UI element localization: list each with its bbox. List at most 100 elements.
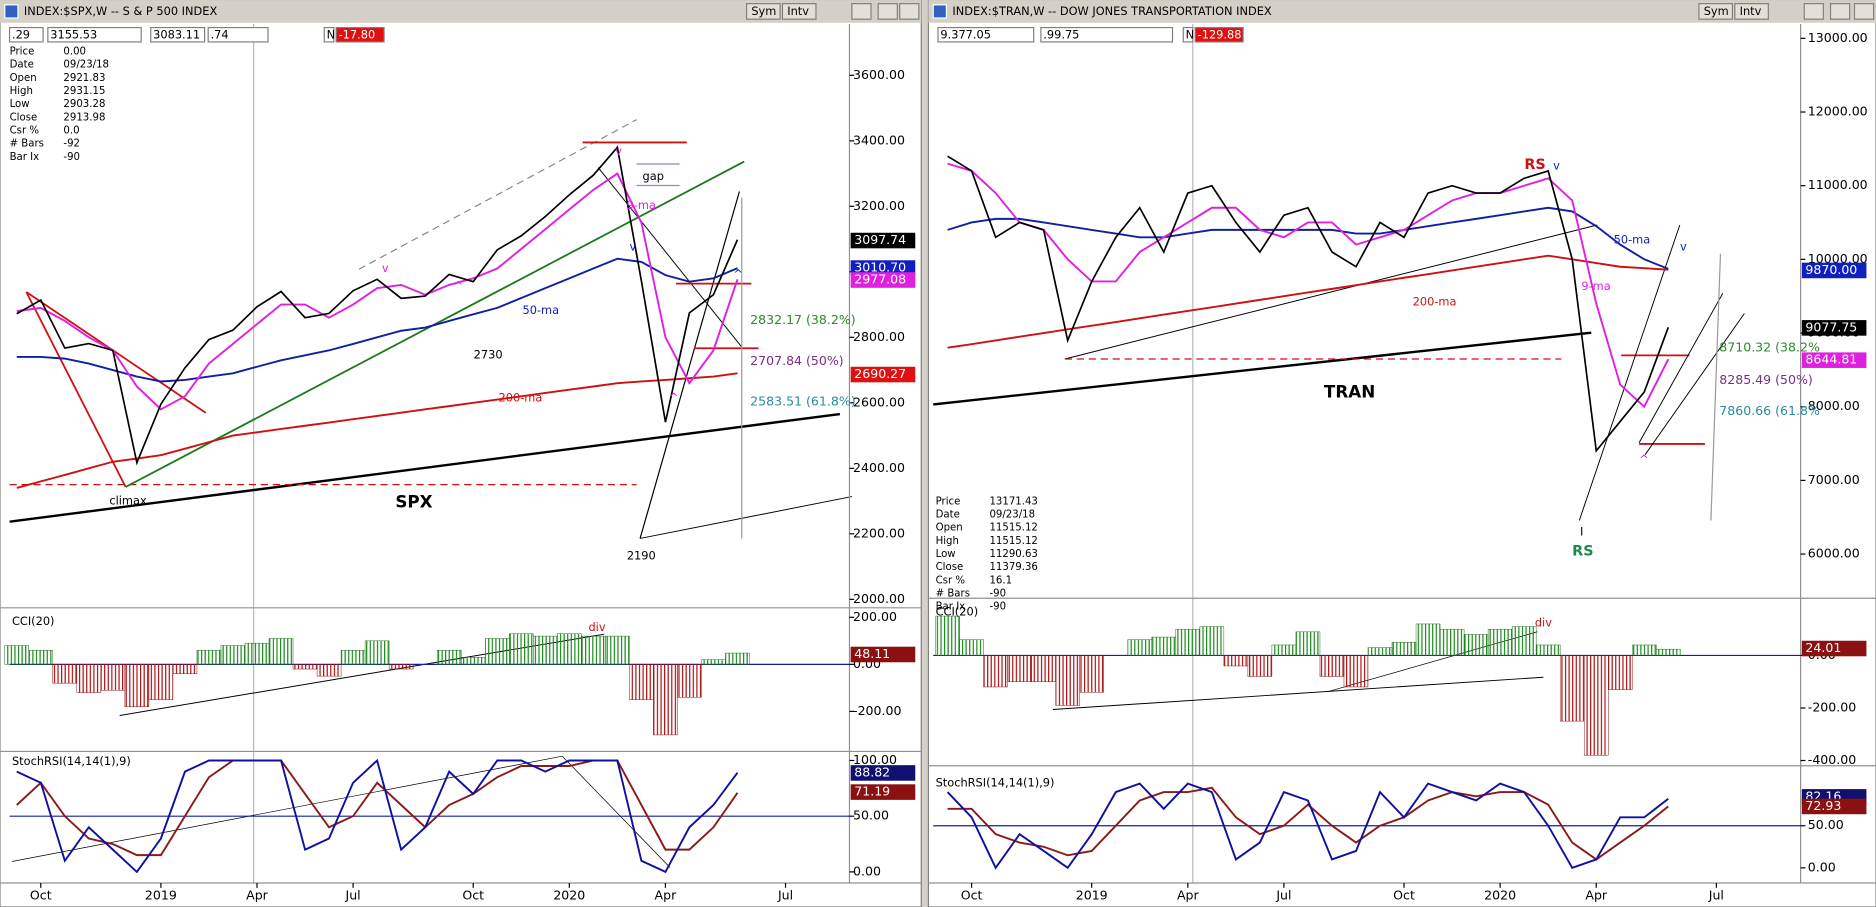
series-line: [947, 162, 1670, 409]
cci-bar: [100, 664, 126, 691]
series-line: [947, 254, 1669, 349]
cci-bar: [629, 664, 654, 700]
info-value: 11379.36: [989, 562, 1037, 573]
y-tick-label: 12000.00: [1808, 104, 1868, 119]
quote-field: [323, 26, 335, 43]
cci-bar: [1223, 655, 1249, 667]
annotation: div: [588, 620, 605, 634]
cci-bar: [244, 642, 270, 665]
info-value: 11290.63: [989, 549, 1037, 560]
x-tick-label: Jul: [777, 888, 793, 903]
y-tick-label: 11000.00: [1808, 177, 1868, 192]
window-button[interactable]: [1853, 3, 1875, 20]
last-value-box: [850, 272, 916, 288]
window-button[interactable]: [899, 3, 920, 20]
last-value-label: 3010.70: [854, 260, 906, 275]
cci-bar: [1151, 636, 1177, 656]
info-label: Price: [936, 496, 961, 507]
y-tick-label: 3600.00: [853, 67, 905, 82]
cci-bar: [983, 655, 1008, 688]
toolbar-button-label[interactable]: Sym: [751, 4, 776, 18]
cci-bar: [1175, 628, 1201, 656]
quote-field: [8, 26, 44, 43]
toolbar-button-label[interactable]: Sym: [1704, 4, 1729, 18]
info-value: 2913.98: [63, 112, 105, 123]
info-value: 0.00: [63, 47, 86, 58]
cci-bar: [268, 638, 294, 665]
y-tick-label: 2200.00: [853, 525, 905, 540]
window-title: INDEX:$SPX,W -- S & P 500 INDEX: [24, 4, 218, 18]
cci-bar: [1247, 655, 1273, 677]
series-line: [946, 782, 1669, 870]
cci-bar: [1007, 655, 1032, 682]
info-value: -90: [989, 588, 1006, 599]
last-value-box: [1801, 262, 1867, 279]
cci-bar: [1031, 655, 1056, 682]
cci-bar: [509, 633, 534, 665]
y-tick-label: -400.00: [1808, 752, 1856, 767]
info-label: Bar Ix: [936, 602, 966, 613]
window-icon: [932, 4, 947, 19]
window-button[interactable]: [851, 3, 872, 20]
window-button[interactable]: [1829, 3, 1851, 20]
quote-field: [937, 26, 1035, 43]
fib-label: 2707.84 (50%): [750, 353, 844, 368]
cci-bar: [460, 657, 486, 665]
cci-bar: [725, 652, 750, 665]
cci-bar: [1319, 655, 1345, 677]
annotation: 50-ma: [522, 303, 559, 317]
cci-bar: [340, 649, 366, 665]
quote-field: [1182, 26, 1194, 43]
cci-bar: [1632, 644, 1657, 656]
cci-bar: [436, 649, 462, 665]
window-button[interactable]: [877, 3, 898, 20]
info-value: 09/23/18: [63, 60, 109, 71]
y-tick-label: 7000.00: [1808, 472, 1860, 487]
last-value-label: 9077.75: [1805, 319, 1857, 334]
info-label: Date: [936, 510, 960, 521]
info-label: # Bars: [10, 139, 44, 150]
annotation: gap: [643, 169, 664, 183]
cci-bar: [196, 649, 222, 665]
y-tick-label: 50.00: [1808, 817, 1844, 832]
series-line: [16, 172, 739, 411]
annotation: v: [382, 261, 389, 275]
x-tick-label: Jul: [1708, 888, 1724, 903]
toolbar-button[interactable]: [1734, 3, 1769, 20]
quote-value: .99.75: [1043, 27, 1079, 41]
last-value-box: [1801, 798, 1867, 815]
cci-bar: [935, 615, 960, 656]
toolbar-button-label[interactable]: Intv: [787, 4, 809, 18]
toolbar-button[interactable]: [781, 3, 817, 20]
window-icon: [4, 4, 19, 19]
info-label: Price: [10, 47, 35, 58]
info-label: # Bars: [936, 588, 970, 599]
series-line: [16, 145, 739, 466]
x-tick-label: 2019: [145, 888, 177, 903]
x-tick-label: Apr: [1177, 888, 1200, 903]
cci-bar: [28, 649, 54, 665]
x-tick-label: Oct: [1393, 888, 1415, 903]
x-tick-label: 2019: [1076, 888, 1108, 903]
annotation: 50-ma: [1614, 233, 1651, 247]
annotation: v: [1680, 240, 1687, 254]
last-value-label: 71.19: [854, 784, 890, 799]
cci-bar: [388, 664, 414, 670]
y-tick-label: 3400.00: [853, 132, 905, 147]
cci-bar: [484, 638, 510, 665]
x-tick-label: Apr: [655, 888, 678, 903]
toolbar-button-label[interactable]: Intv: [1740, 4, 1762, 18]
toolbar-button[interactable]: [745, 3, 781, 20]
x-tick-label: 2020: [553, 888, 585, 903]
panel-title: StochRSI(14,14(1),9): [12, 754, 131, 768]
cci-bar: [1439, 628, 1465, 656]
toolbar-button[interactable]: [1698, 3, 1734, 20]
window-button[interactable]: [1803, 3, 1824, 20]
last-value-box: [1801, 320, 1867, 336]
y-tick-label: 0.00: [1808, 859, 1836, 874]
annotation: 200-ma: [1413, 295, 1457, 309]
cci-bar: [1487, 628, 1513, 656]
info-value: 13171.43: [989, 496, 1037, 507]
cci-bar: [1559, 655, 1585, 722]
info-value: -90: [989, 602, 1006, 613]
